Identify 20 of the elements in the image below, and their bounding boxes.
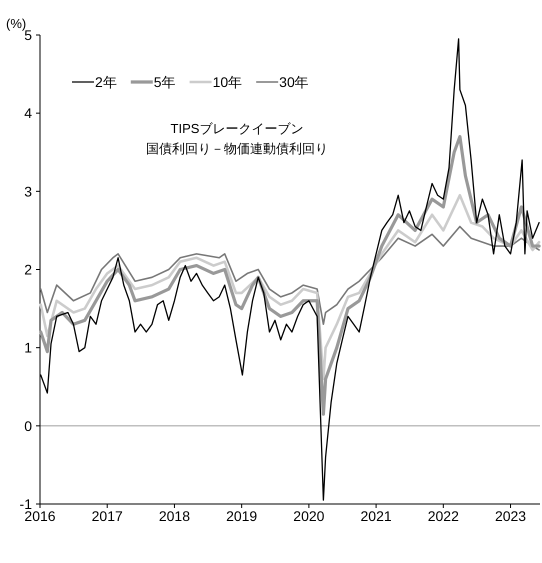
y-tick-label: 0 xyxy=(24,418,32,434)
legend-label: 10年 xyxy=(212,74,242,90)
legend-label: 30年 xyxy=(279,74,309,90)
text: 国債利回り－物価連動債利回り xyxy=(146,141,328,156)
x-tick-label: 2018 xyxy=(158,508,190,524)
y-axis-title: (%) xyxy=(6,16,26,31)
legend-label: 2年 xyxy=(95,74,117,90)
x-tick-label: 2022 xyxy=(428,508,460,524)
x-tick-label: 2020 xyxy=(293,508,325,524)
text: TIPSブレークイーブン xyxy=(170,121,304,136)
legend-label: 5年 xyxy=(154,74,176,90)
y-tick-label: 2 xyxy=(24,262,32,278)
y-tick-label: 1 xyxy=(24,340,32,356)
y-tick-label: 3 xyxy=(24,183,32,200)
y-tick-label: 4 xyxy=(24,105,32,122)
x-tick-label: 2021 xyxy=(360,508,392,524)
x-tick-label: 2023 xyxy=(494,508,526,524)
x-tick-label: 2017 xyxy=(92,508,123,524)
y-tick-label: 5 xyxy=(24,27,32,43)
x-tick-label: 2019 xyxy=(226,508,258,524)
